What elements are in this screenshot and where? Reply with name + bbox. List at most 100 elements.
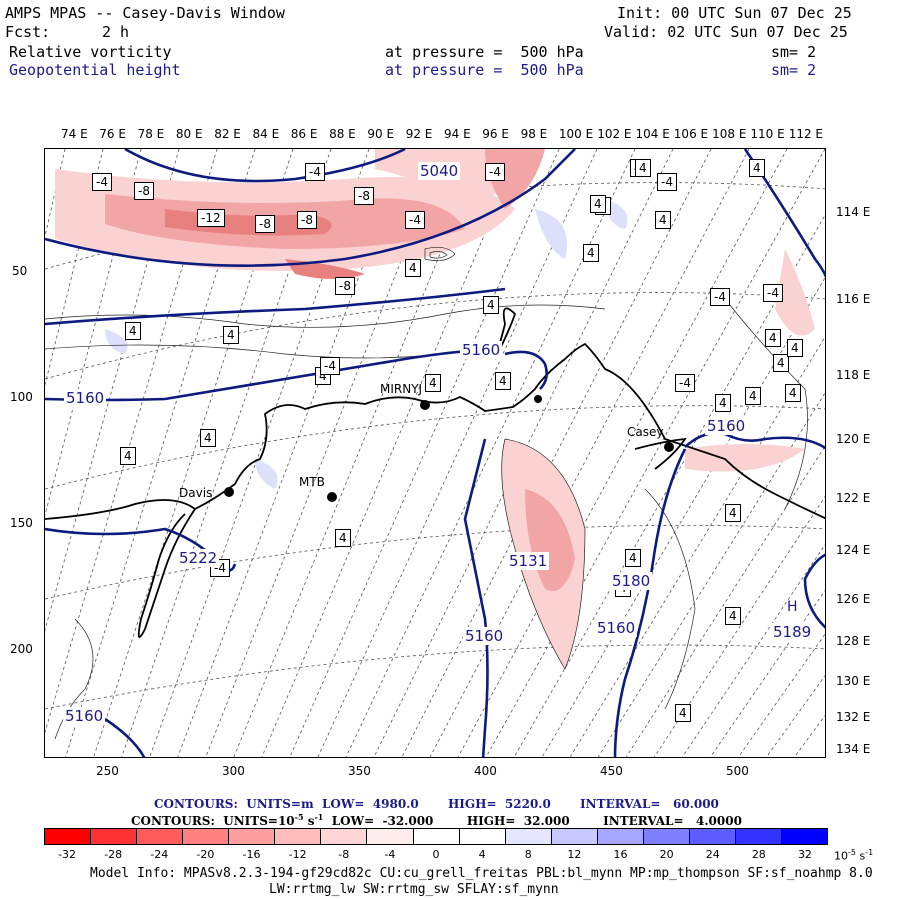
vorticity-box-label: -4 [763,284,783,302]
right-lon-label: 120 E [836,432,871,446]
colorbar-swatch [45,829,92,844]
vorticity-box-label: -4 [485,163,505,181]
model-info-line1: Model Info: MPASv8.2.3-194-gf29cd82c CU:… [90,866,873,881]
top-lon-label: 80 E [175,127,203,141]
colorbar-swatch [183,829,230,844]
colorbar-swatch [321,829,368,844]
forecast-label: Fcst: [5,23,51,41]
vorticity-box-label: 4 [635,159,651,177]
plot-title: AMPS MPAS -- Casey-Davis Window [5,4,285,22]
height-contour-label: 5160 [705,417,748,435]
vorticity-box-label: 4 [785,384,801,402]
vorticity-box-label: 4 [483,296,499,314]
colorbar-tick-label: -32 [58,848,77,861]
left-axis-150: 150 [10,516,33,530]
init-time: Init: 00 UTC Sun 07 Dec 25 [617,4,852,22]
vorticity-box-label: -8 [335,277,355,295]
height-contour-label: 5160 [64,389,107,407]
valid-time: Valid: 02 UTC Sun 07 Dec 25 [604,23,848,41]
vorticity-box-label: 4 [725,504,741,522]
height-contour-info: CONTOURS: UNITS=m LOW= 4980.0 HIGH= 5220… [154,797,719,811]
vorticity-box-label: 4 [745,387,761,405]
colorbar-swatch [413,829,460,844]
vorticity-box-label: 4 [625,549,641,567]
map-panel: -4-8-12-8-8-4-8-8-4-44444-4444-44444-444… [44,148,826,758]
colorbar-tick-label: -20 [196,848,215,861]
top-lon-label: 96 E [482,127,509,141]
field2-name: Geopotential height [9,61,181,79]
colorbar-tick-label: 12 [567,848,582,861]
top-lon-label: 106 E [673,127,709,141]
top-lon-label: 82 E [214,127,241,141]
vorticity-box-label: 4 [200,429,216,447]
bottom-axis-400: 400 [474,764,497,778]
colorbar-tick-label: 8 [524,848,532,861]
colorbar-unit: 10-5 s-1 [834,848,874,863]
colorbar-swatch [597,829,644,844]
vorticity-box-label: 4 [125,322,141,340]
station-label-casey: Casey [627,425,664,439]
right-lon-label: 126 E [836,592,871,606]
colorbar-tick-label: -12 [288,848,307,861]
colorbar-tick-label: -8 [338,848,350,861]
vorticity-box-label: -4 [405,211,425,229]
station-dots [224,395,674,502]
field1-smoothing: sm= 2 [771,43,817,61]
height-contour-label: 5222 [177,549,220,567]
antarctic-coastline [45,307,825,638]
vorticity-box-label: 4 [583,244,599,262]
height-contour-label: 5040 [418,162,461,180]
colorbar-swatch [643,829,690,844]
height-contour-label: 5160 [460,341,503,359]
right-lon-label: 116 E [836,292,871,306]
top-lon-label: 86 E [290,127,318,141]
colorbar-swatch [367,829,414,844]
colorbar-tick-label: 24 [705,848,720,861]
top-lon-label: 104 E [635,127,670,141]
bottom-axis-350: 350 [348,764,371,778]
vorticity-box-label: 4 [120,447,136,465]
colorbar-swatch [459,829,506,844]
right-lon-label: 128 E [836,634,871,648]
vorticity-box-label: 4 [715,394,731,412]
top-lon-label: 100 E [558,127,594,141]
station-label-mirnyj: MIRNYJ [380,382,423,396]
height-contour-label: 5189 [771,623,814,641]
left-axis-200: 200 [10,642,33,656]
colorbar-swatch [275,829,322,844]
colorbar-tick-label: 28 [751,848,766,861]
vorticity-box-label: 4 [655,211,671,229]
bottom-axis-250: 250 [96,764,119,778]
station-label-davis: Davis [179,486,213,500]
top-lon-label: 112 E [788,127,823,141]
vorticity-box-label: -4 [92,173,112,191]
top-lon-label: 94 E [444,127,471,141]
vorticity-box-label: -8 [297,211,317,229]
vorticity-box-label: -8 [255,215,275,233]
right-lon-label: 134 E [836,742,871,756]
right-lon-label: 130 E [836,674,871,688]
top-lon-label: 88 E [329,127,356,141]
vorticity-box-label: -4 [675,374,695,392]
colorbar-tick-label: 32 [797,848,812,861]
colorbar-tick-label: -28 [104,848,123,861]
height-contour-label: 5160 [463,627,506,645]
top-lon-label: 76 E [99,127,126,141]
model-info-line2: LW:rrtmg_lw SW:rrtmg_sw SFLAY:sf_mynn [269,882,559,897]
vorticity-box-label: -4 [657,173,677,191]
height-contour-label: 5180 [610,572,653,590]
top-lon-label: 78 E [137,127,165,141]
vorticity-contours [45,247,808,740]
colorbar-swatch [551,829,598,844]
vorticity-box-label: -4 [305,163,325,181]
field1-level: at pressure = 500 hPa [385,43,584,61]
vorticity-box-label: -4 [320,357,340,375]
field1-name: Relative vorticity [9,43,172,61]
vorticity-box-label: 4 [223,326,239,344]
right-lon-label: 122 E [836,491,871,505]
top-lon-label: 90 E [367,127,395,141]
colorbar-swatch [735,829,782,844]
vorticity-box-label: 4 [787,339,803,357]
right-lon-label: 132 E [836,710,871,724]
vorticity-box-label: 4 [335,529,351,547]
